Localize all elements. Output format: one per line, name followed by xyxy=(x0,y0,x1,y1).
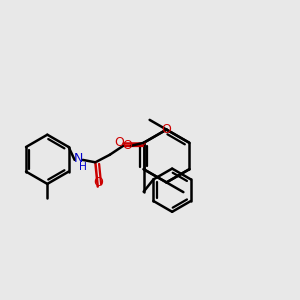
Text: O: O xyxy=(162,123,171,136)
Text: O: O xyxy=(122,139,132,152)
Text: H: H xyxy=(79,161,87,172)
Text: N: N xyxy=(74,152,83,166)
Text: O: O xyxy=(114,136,124,149)
Text: O: O xyxy=(93,176,103,189)
